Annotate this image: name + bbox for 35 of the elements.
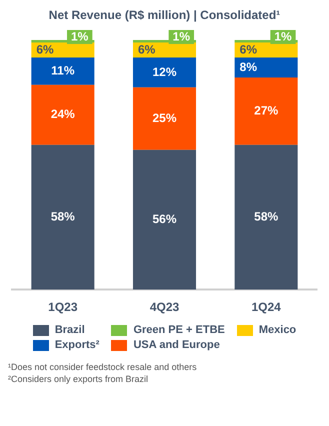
data-label: 6%: [138, 42, 156, 56]
data-label: 58%: [50, 210, 76, 224]
text: ²Considers only exports from Brazil: [8, 373, 150, 385]
data-label: 58%: [254, 210, 278, 224]
bar: [132, 87, 196, 150]
data-label: 27%: [254, 103, 278, 118]
bar: [31, 144, 94, 290]
data-label: 6%: [240, 42, 258, 56]
bar: [132, 57, 196, 88]
chart-title: Net Revenue (R$ million) | Consolidated¹: [48, 8, 282, 24]
data-label: 25%: [152, 110, 177, 125]
data-label: 8%: [240, 60, 258, 74]
text: ¹Does not consider feedstock resale and others: [8, 361, 198, 373]
x-tick-label: 1Q23: [48, 300, 78, 314]
legend-label: Green PE + ETBE: [133, 324, 225, 336]
data-label: 1%: [172, 29, 190, 44]
data-label: 56%: [152, 212, 177, 226]
data-label: 1%: [274, 29, 292, 44]
bar: [234, 144, 298, 290]
bar: [31, 57, 94, 85]
bar: [31, 84, 94, 145]
data-label: 24%: [50, 107, 76, 122]
data-label: 11%: [51, 64, 75, 78]
legend-label: USA and Europe: [133, 339, 220, 351]
x-tick-label: 1Q24: [251, 300, 282, 314]
legend-label: Mexico: [258, 324, 296, 336]
data-label: 12%: [152, 64, 177, 79]
data-label: 1%: [71, 29, 89, 44]
bar: [234, 57, 298, 78]
legend-label: Brazil: [54, 324, 85, 336]
x-tick-label: 4Q23: [150, 300, 180, 314]
legend-label: Exports²: [54, 339, 100, 351]
data-label: 6%: [36, 42, 54, 56]
bar: [132, 150, 196, 290]
bar: [234, 77, 298, 145]
